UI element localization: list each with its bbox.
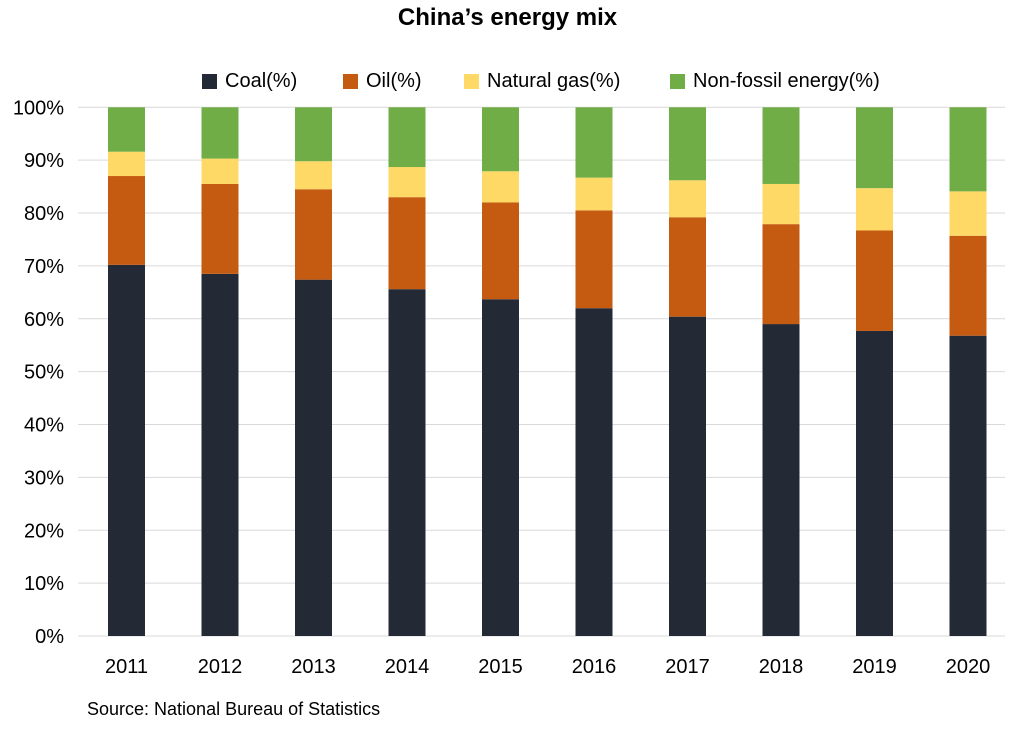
bar-segment-coal-2012 xyxy=(201,273,239,636)
y-tick-label: 0% xyxy=(35,626,64,648)
bars xyxy=(108,107,987,636)
x-tick-label: 2019 xyxy=(852,656,897,678)
bar-segment-coal-2017 xyxy=(669,316,706,636)
x-tick-label: 2011 xyxy=(105,656,148,678)
bar-segment-coal-2016 xyxy=(575,308,613,636)
bar-segment-natural-gas-2011 xyxy=(108,151,145,177)
bar-segment-non-fossil-energy-2011 xyxy=(108,107,145,152)
x-tick-label: 2017 xyxy=(665,656,710,678)
y-tick-label: 50% xyxy=(24,362,64,384)
bar-segment-non-fossil-energy-2015 xyxy=(482,107,519,172)
bar-segment-natural-gas-2013 xyxy=(295,161,332,190)
bar-segment-natural-gas-2012 xyxy=(201,158,239,184)
bar-segment-oil-2013 xyxy=(295,189,332,280)
bar-segment-oil-2020 xyxy=(949,235,987,336)
legend-swatch-coal xyxy=(202,74,217,89)
bar-segment-natural-gas-2016 xyxy=(575,177,613,211)
bar-segment-oil-2019 xyxy=(856,230,893,331)
bar-segment-oil-2018 xyxy=(762,224,800,325)
legend-item-non-fossil: Non-fossil energy(%) xyxy=(670,70,880,93)
x-tick-label: 2015 xyxy=(478,656,523,678)
y-tick-label: 60% xyxy=(24,309,64,331)
legend-label-coal: Coal(%) xyxy=(225,70,298,92)
bar-segment-natural-gas-2018 xyxy=(762,183,800,225)
bar-segment-natural-gas-2020 xyxy=(949,191,987,236)
x-tick-label: 2020 xyxy=(946,656,991,678)
bar-segment-natural-gas-2019 xyxy=(856,188,893,231)
bar-segment-non-fossil-energy-2014 xyxy=(388,107,426,168)
bar-segment-non-fossil-energy-2013 xyxy=(295,107,332,162)
bar-segment-natural-gas-2015 xyxy=(482,171,519,203)
legend-label-non-fossil: Non-fossil energy(%) xyxy=(693,70,880,92)
y-axis-tick-labels: 0% 10% 20% 30% 40% 50% 60% 70% 80% 90% 100% xyxy=(13,97,64,648)
legend-swatch-natural-gas xyxy=(464,74,479,89)
x-axis-tick-labels: 2011 2012 2013 2014 2015 2016 2017 2018 2019 2020 xyxy=(105,656,990,678)
x-tick-label: 2014 xyxy=(385,656,430,678)
bar-segment-coal-2013 xyxy=(295,279,332,636)
y-tick-label: 30% xyxy=(24,467,64,489)
legend: Coal(%) Oil(%) Natural gas(%) Non-fossil… xyxy=(0,70,1015,98)
bar-segment-coal-2015 xyxy=(482,299,519,636)
legend-item-oil: Oil(%) xyxy=(343,70,422,93)
bar-segment-natural-gas-2017 xyxy=(669,180,706,218)
bar-segment-coal-2020 xyxy=(949,335,987,636)
bar-segment-non-fossil-energy-2016 xyxy=(575,107,613,178)
source-note: Source: National Bureau of Statistics xyxy=(87,699,381,719)
bar-segment-coal-2018 xyxy=(762,324,800,636)
y-tick-label: 100% xyxy=(13,97,64,119)
x-tick-label: 2013 xyxy=(291,656,336,678)
bar-segment-oil-2015 xyxy=(482,202,519,300)
bar-segment-oil-2016 xyxy=(575,210,613,309)
legend-item-natural-gas: Natural gas(%) xyxy=(464,70,620,93)
bar-segment-coal-2014 xyxy=(388,289,426,636)
bar-segment-oil-2011 xyxy=(108,176,145,265)
bar-segment-non-fossil-energy-2012 xyxy=(201,107,239,159)
bar-segment-oil-2014 xyxy=(388,197,426,290)
bar-segment-coal-2011 xyxy=(108,264,145,636)
y-tick-label: 70% xyxy=(24,256,64,278)
y-tick-label: 90% xyxy=(24,150,64,172)
legend-swatch-non-fossil xyxy=(670,74,685,89)
x-tick-label: 2016 xyxy=(572,656,617,678)
x-tick-label: 2012 xyxy=(198,656,243,678)
legend-label-oil: Oil(%) xyxy=(366,70,422,92)
x-tick-label: 2018 xyxy=(759,656,804,678)
legend-label-natural-gas: Natural gas(%) xyxy=(487,70,621,92)
y-tick-label: 10% xyxy=(24,573,64,595)
bar-segment-oil-2017 xyxy=(669,217,706,317)
legend-item-coal: Coal(%) xyxy=(202,70,297,93)
bar-segment-non-fossil-energy-2019 xyxy=(856,107,893,189)
bar-segment-natural-gas-2014 xyxy=(388,167,426,198)
bar-segment-coal-2019 xyxy=(856,330,893,636)
legend-swatch-oil xyxy=(343,74,358,89)
bar-segment-non-fossil-energy-2017 xyxy=(669,107,706,181)
bar-segment-non-fossil-energy-2020 xyxy=(949,107,987,192)
bar-segment-non-fossil-energy-2018 xyxy=(762,107,800,184)
y-tick-label: 20% xyxy=(24,520,64,542)
chart-title: China’s energy mix xyxy=(397,4,618,31)
y-tick-label: 80% xyxy=(24,203,64,225)
bar-segment-oil-2012 xyxy=(201,183,239,274)
y-tick-label: 40% xyxy=(24,415,64,437)
